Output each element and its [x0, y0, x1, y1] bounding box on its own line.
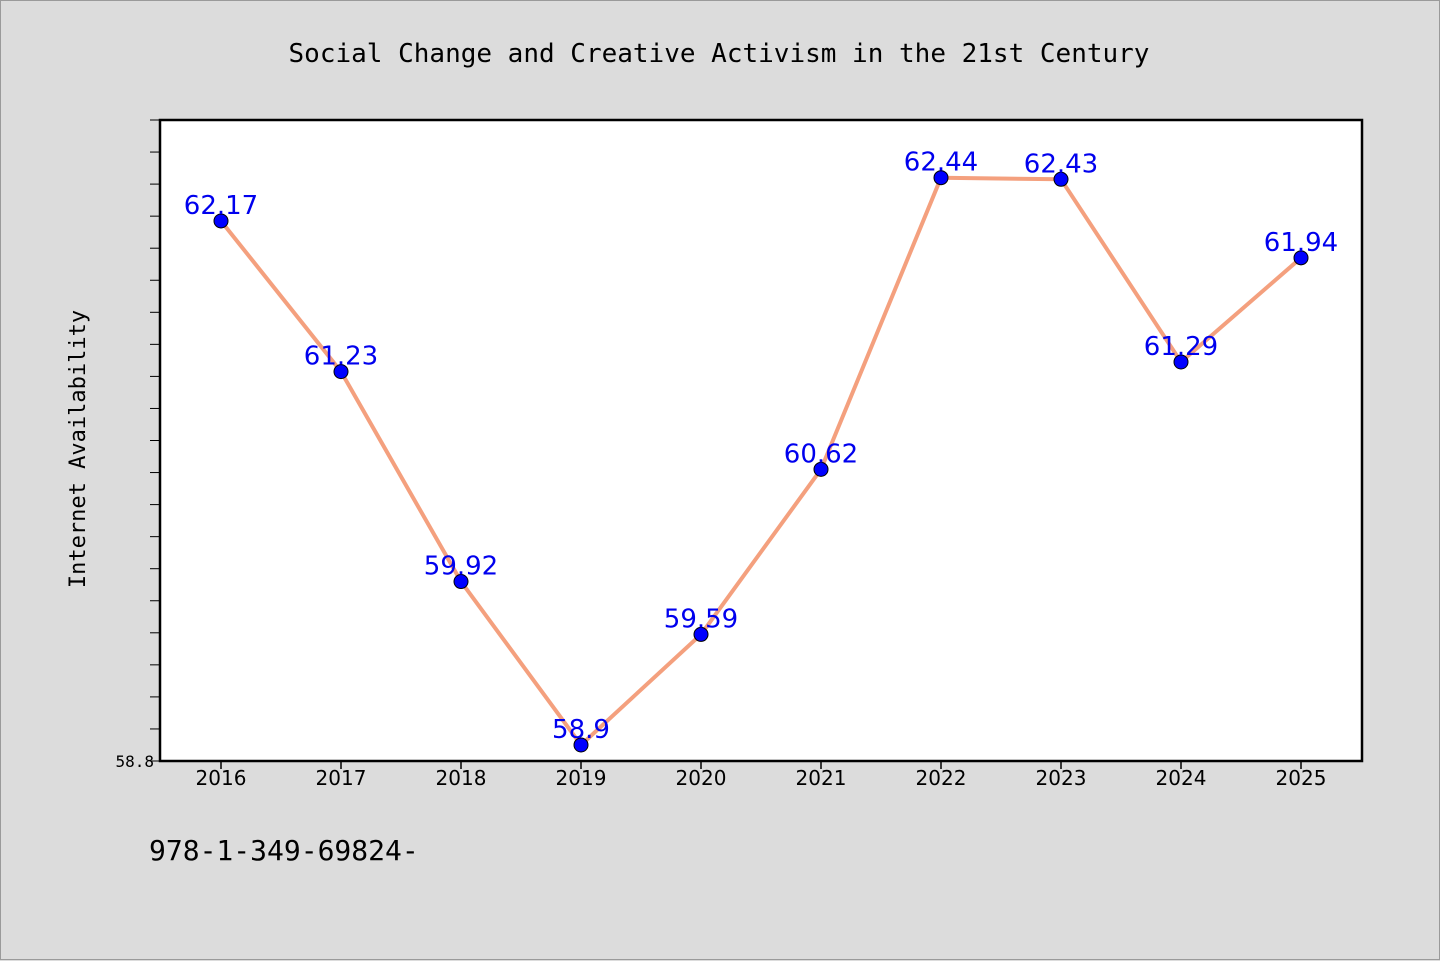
data-labels-layer: 62.17 61.23 59.92 58.9 59.59 60.62 62.44 62.43 6… — [184, 148, 1338, 745]
x-tick-label: 2020 — [676, 766, 727, 790]
series-line — [219, 175, 1303, 747]
series-layer — [213, 170, 1309, 753]
data-point — [813, 461, 829, 477]
data-label: 61.29 — [1144, 332, 1218, 362]
x-tick-label: 2018 — [436, 766, 487, 790]
data-label: 59.59 — [664, 604, 738, 634]
data-point — [573, 737, 589, 753]
x-axis-ticks: 2016 2017 2018 2019 2020 2021 2022 2023 2024 2025 — [196, 761, 1327, 790]
data-point — [1293, 250, 1309, 266]
data-label: 62.17 — [184, 191, 258, 221]
x-tick-label: 2021 — [796, 766, 847, 790]
data-point — [1053, 171, 1069, 187]
x-tick-label: 2022 — [916, 766, 967, 790]
x-tick-label: 2017 — [316, 766, 367, 790]
x-tick-label: 2024 — [1156, 766, 1207, 790]
y-tick-label: 58.8 — [115, 752, 154, 771]
data-label: 62.43 — [1024, 149, 1098, 179]
footnote: 978-1-349-69824- — [149, 834, 419, 867]
data-label: 62.44 — [904, 148, 978, 178]
data-point — [1173, 354, 1189, 370]
x-tick-label: 2019 — [556, 766, 607, 790]
data-point — [933, 170, 949, 186]
data-point — [453, 574, 469, 590]
data-label: 59.92 — [424, 552, 498, 582]
data-label: 61.94 — [1264, 228, 1338, 258]
data-point — [333, 364, 349, 380]
data-label: 61.23 — [304, 342, 378, 372]
y-axis-ticks: 58.8 — [115, 119, 160, 771]
x-tick-label: 2023 — [1036, 766, 1087, 790]
data-label: 60.62 — [784, 439, 858, 469]
data-point — [693, 626, 709, 642]
x-tick-label: 2025 — [1276, 766, 1327, 790]
chart-title: Social Change and Creative Activism in t… — [289, 39, 1150, 69]
data-point — [213, 213, 229, 229]
y-axis-label: Internet Availability — [66, 310, 91, 588]
plot-area — [158, 118, 1364, 763]
x-tick-label: 2016 — [196, 766, 247, 790]
data-label: 58.9 — [552, 715, 610, 745]
